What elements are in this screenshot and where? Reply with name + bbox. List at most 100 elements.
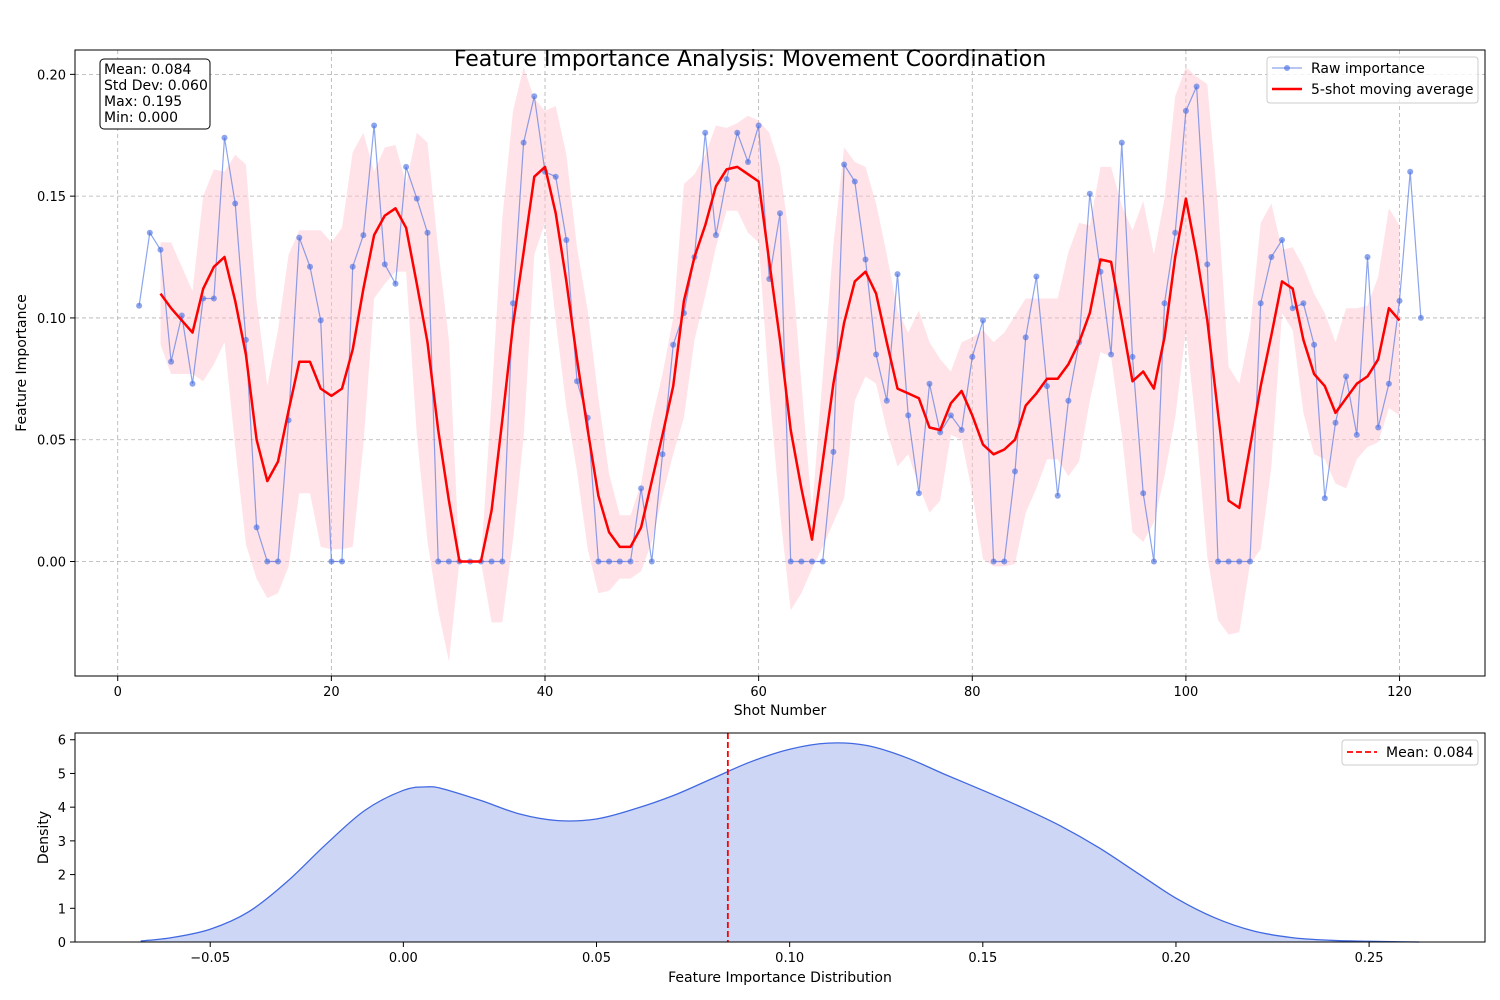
raw-importance-point [819,558,826,565]
stats-box-frame [99,58,211,130]
raw-importance-point [1001,558,1008,565]
y-tick-label: 2 [58,869,66,884]
raw-importance-point [563,237,570,243]
raw-importance-point [531,93,538,100]
legend-mean-label: Mean: 0.084 [1386,745,1473,761]
raw-importance-point [339,558,345,565]
x-tick-label: 100 [1173,685,1198,700]
x-tick-label: 0.10 [775,951,804,966]
x-tick-label: −0.05 [190,951,230,966]
raw-importance-point [210,295,217,302]
moving-average-line [159,165,1401,563]
plot-frame [74,49,1486,677]
raw-importance-point [947,412,954,419]
stats-mean: Mean: 0.084 [104,62,191,78]
raw-importance-point [809,558,815,565]
x-axis-ticks: 0 20 40 60 80 100 120 [114,676,1412,700]
chart-title: Feature Importance Analysis: Movement Co… [454,47,1046,72]
raw-importance-point [1417,314,1424,321]
raw-importance-point [1150,558,1157,565]
density-chart: −0.05 0.00 0.05 0.10 0.15 0.20 0.25 0 1 2 3 4 5 6 Fe… [36,732,1486,986]
raw-importance-point [1247,558,1253,565]
raw-importance-point [168,358,175,365]
raw-importance-point [638,485,645,492]
x-tick-label: 0.05 [582,951,611,966]
raw-importance-point [851,178,858,185]
raw-importance-point [1353,431,1360,438]
raw-importance-point [264,558,271,565]
y-axis-label: Feature Importance [14,294,30,432]
y-axis-ticks: 0.00 0.05 0.10 0.15 0.20 [37,68,75,571]
stats-max: Max: 0.195 [104,94,182,110]
raw-importance-point [606,558,613,565]
raw-importance-point [413,195,420,202]
raw-importance-point [1044,383,1050,390]
raw-importance-point [1385,380,1392,387]
raw-importance-point [958,427,965,433]
raw-importance-point [1289,305,1296,312]
raw-importance-point [1022,334,1029,341]
raw-importance-point [712,232,719,239]
raw-importance-point [1065,397,1072,404]
stats-box: Mean: 0.084 Std Dev: 0.060 Max: 0.195 Mi… [99,58,211,130]
raw-importance-point [392,280,399,287]
raw-importance-point [595,558,602,565]
raw-importance-point [734,129,741,136]
x-tick-label: 0.25 [1355,951,1384,966]
std-band-area [160,67,1400,662]
raw-importance-point [1182,107,1189,114]
legend-ma-label: 5-shot moving average [1311,82,1474,98]
raw-importance-point [670,341,677,348]
raw-importance-point [648,558,655,565]
raw-importance-point [1054,492,1061,499]
raw-importance-point [552,173,559,180]
raw-importance-point [798,558,805,565]
kde-line [140,742,1420,943]
raw-importance-point [915,490,922,497]
raw-importance-point [189,380,196,387]
raw-importance-point [830,448,837,455]
raw-importance-point [777,210,783,217]
raw-importance-point [1225,558,1232,565]
raw-importance-point [745,159,751,165]
raw-importance-point [723,176,730,183]
plot-frame [74,732,1486,943]
raw-importance-point [755,122,762,129]
legend-frame [1266,56,1479,104]
raw-importance-point [317,317,324,324]
raw-importance-point [894,271,901,278]
legend-frame [1341,739,1479,766]
raw-importance-point [232,200,239,207]
raw-importance-point [616,558,623,565]
raw-importance-point [926,380,933,387]
raw-importance-point [1086,190,1093,197]
raw-importance-point [275,558,281,565]
y-tick-label: 0.10 [37,312,66,327]
raw-importance-point [1396,297,1403,304]
y-tick-label: 0.15 [37,190,66,205]
x-tick-label: 0 [114,685,122,700]
raw-importance-point [445,558,452,565]
raw-importance-point [1161,300,1168,307]
raw-importance-point [253,524,260,531]
raw-importance-point [157,246,164,253]
kde-area [140,742,1420,942]
raw-importance-point [403,163,410,170]
raw-importance-point [787,558,794,565]
raw-importance-point [1343,373,1350,380]
y-axis-ticks: 0 1 2 3 4 5 6 [58,734,75,951]
stats-min: Min: 0.000 [104,110,178,126]
x-tick-label: 120 [1387,685,1412,700]
legend-raw-marker [1284,65,1290,71]
y-tick-label: 4 [58,801,66,816]
x-tick-label: 60 [750,685,767,700]
raw-importance-point [1375,424,1382,431]
raw-importance-point [1332,419,1339,426]
raw-importance-point [574,378,580,385]
raw-importance-point [1172,229,1179,236]
importance-chart: 0 20 40 60 80 100 120 0.00 0.05 0.10 0.15 0.20 Fea… [14,47,1486,719]
raw-importance-point [488,558,495,565]
raw-importance-point [499,558,506,565]
y-tick-label: 0.00 [37,556,66,571]
raw-importance-point [360,232,367,239]
